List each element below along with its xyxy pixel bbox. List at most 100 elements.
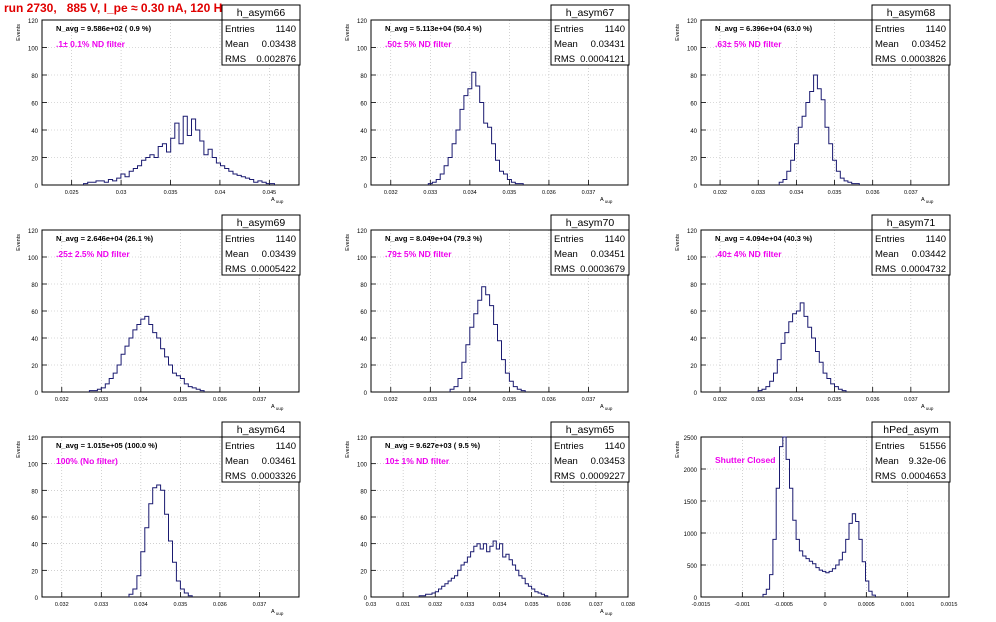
x-axis-label: A uup	[271, 609, 284, 616]
stats-box	[550, 214, 630, 276]
x-tick-label: -0.001	[735, 602, 751, 608]
y-axis-label: Events	[16, 24, 22, 41]
x-tick-label: 0.033	[94, 602, 108, 608]
histogram-series	[449, 286, 526, 392]
y-tick-label: 60	[690, 310, 697, 316]
y-tick-label: 120	[357, 19, 368, 25]
histogram-name: hPed_asym	[883, 424, 939, 436]
stats-value: 0.03461	[262, 456, 296, 467]
stats-value: 0.03453	[591, 456, 625, 467]
histogram-panel-h_asym70: 0 20 40 60 80 100 120 0.032 0.033 0.034 0.035 0.036…	[345, 214, 630, 411]
stats-key: RMS	[554, 471, 575, 482]
x-tick-label: 0.037	[582, 397, 596, 403]
y-tick-label: 120	[687, 19, 698, 25]
y-tick-label: 120	[28, 229, 39, 235]
stats-box	[221, 214, 301, 276]
y-tick-label: 20	[360, 157, 367, 163]
histogram-name: h_asym64	[237, 424, 286, 436]
y-tick-label: 80	[690, 283, 697, 289]
y-axis-label: Events	[675, 441, 681, 458]
y-tick-label: 120	[357, 436, 368, 442]
stats-value: 0.0003679	[580, 264, 625, 275]
stats-value: 0.03452	[912, 39, 946, 50]
navg-label: N_avg = 1.015e+05 (100.0 %)	[56, 441, 158, 450]
histogram-series	[757, 302, 847, 392]
y-tick-label: 2500	[684, 436, 698, 442]
histogram-series	[88, 315, 205, 392]
x-tick-label: 0.036	[542, 397, 556, 403]
x-tick-label: 0.037	[253, 602, 267, 608]
y-tick-label: 2000	[684, 468, 698, 474]
stats-key: Mean	[554, 39, 578, 50]
x-tick-label: 0.037	[904, 397, 918, 403]
y-tick-label: 40	[360, 129, 367, 135]
x-tick-label: 0.035	[828, 397, 842, 403]
filter-label: .50± 5% ND filter	[385, 39, 452, 49]
x-tick-label: 0.033	[751, 397, 765, 403]
x-tick-label: 0.033	[751, 190, 765, 196]
filter-label: .40± 4% ND filter	[715, 249, 782, 259]
x-tick-label: 0.037	[582, 190, 596, 196]
x-tick-label: 0.032	[384, 190, 398, 196]
stats-value: 1140	[605, 234, 625, 245]
x-tick-label: 0.035	[525, 602, 539, 608]
stats-value: 0.03451	[591, 249, 625, 260]
x-tick-label: 0.034	[790, 190, 804, 196]
y-tick-label: 1000	[684, 532, 698, 538]
histogram-series	[427, 71, 524, 185]
stats-value: 0.0005422	[251, 264, 296, 275]
stats-key: RMS	[875, 471, 896, 482]
x-tick-label: 0.035	[174, 602, 188, 608]
histogram-panel-h_asym71: 0 20 40 60 80 100 120 0.032 0.033 0.034 0.035 0.036…	[675, 214, 951, 411]
x-tick-label: 0.034	[463, 190, 477, 196]
stats-value: 1140	[276, 24, 296, 35]
x-tick-label: 0.025	[65, 190, 79, 196]
x-tick-label: 0.035	[503, 397, 517, 403]
y-tick-label: 100	[28, 47, 39, 53]
y-tick-label: 100	[28, 256, 39, 262]
y-tick-label: 20	[31, 364, 38, 370]
y-axis-label: Events	[345, 441, 351, 458]
x-tick-label: 0.035	[174, 397, 188, 403]
histogram-name: h_asym70	[566, 217, 615, 229]
navg-label: N_avg = 5.113e+04 (50.4 %)	[385, 24, 482, 33]
histogram-name: h_asym66	[237, 7, 286, 19]
histogram-series	[778, 74, 860, 185]
stats-value: 0.0003826	[901, 54, 946, 65]
filter-label: 100% (No filter)	[56, 456, 118, 466]
stats-value: 0.0004732	[901, 264, 946, 275]
y-tick-label: 20	[360, 569, 367, 575]
navg-label: N_avg = 9.627e+03 ( 9.5 %)	[385, 441, 481, 450]
navg-label: N_avg = 9.586e+02 ( 0.9 %)	[56, 24, 152, 33]
y-tick-label: 80	[360, 283, 367, 289]
x-tick-label: 0.037	[904, 190, 918, 196]
histogram-name: h_asym68	[887, 7, 936, 19]
stats-value: 1140	[926, 24, 946, 35]
x-tick-label: 0.035	[828, 190, 842, 196]
x-tick-label: 0.04	[215, 190, 226, 196]
stats-box	[221, 4, 301, 66]
stats-key: Entries	[875, 441, 905, 452]
y-tick-label: 1500	[684, 500, 698, 506]
stats-key: Mean	[225, 249, 249, 260]
y-tick-label: 0	[35, 184, 39, 190]
stats-box	[871, 421, 951, 483]
y-tick-label: 60	[360, 102, 367, 108]
stats-key: Mean	[875, 39, 899, 50]
histogram-series	[128, 484, 193, 597]
x-tick-label: 0	[823, 602, 826, 608]
stats-key: RMS	[225, 264, 246, 275]
histogram-series	[762, 436, 876, 597]
y-tick-label: 40	[31, 129, 38, 135]
y-tick-label: 0	[35, 391, 39, 397]
stats-box	[871, 4, 951, 66]
histogram-panel-h_asym64: 0 20 40 60 80 100 120 0.032 0.033 0.034 0.035 0.036…	[16, 421, 301, 616]
stats-value: 0.0004653	[901, 471, 946, 482]
stats-key: Entries	[225, 24, 255, 35]
y-tick-label: 20	[690, 157, 697, 163]
stats-key: Entries	[554, 441, 584, 452]
y-tick-label: 120	[357, 229, 368, 235]
x-tick-label: 0.033	[423, 397, 437, 403]
y-tick-label: 60	[31, 102, 38, 108]
